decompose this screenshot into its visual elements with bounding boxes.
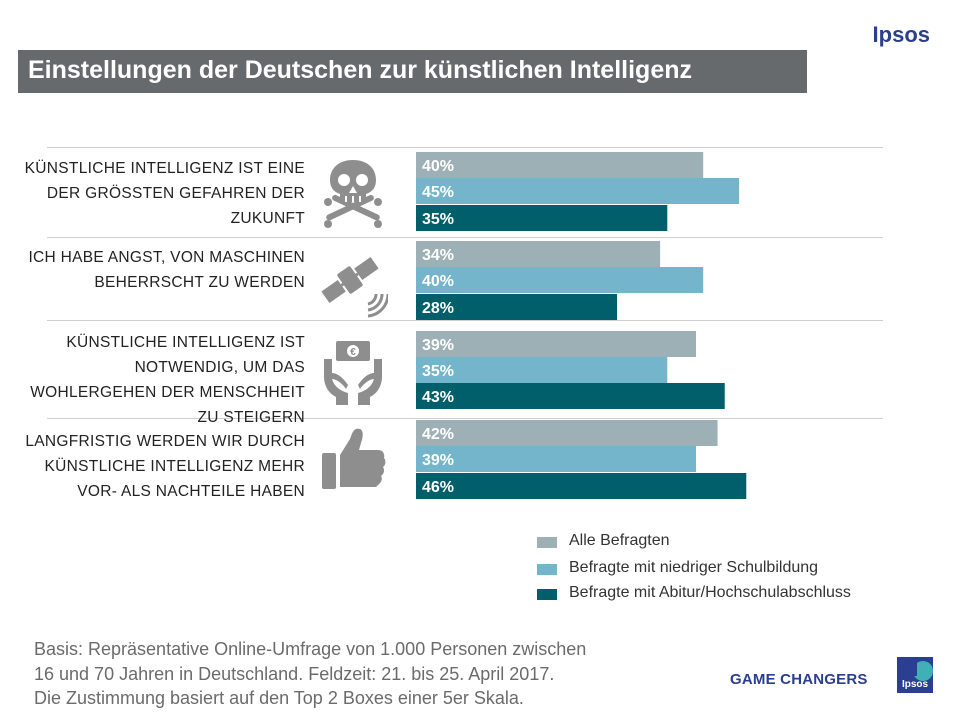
legend-swatch (537, 564, 557, 575)
row-divider (47, 147, 883, 148)
bar-4-3 (416, 473, 747, 499)
bar-value-label: 42% (422, 426, 454, 443)
bar-value-label: 39% (422, 452, 454, 469)
row-divider (47, 237, 883, 238)
logo-bar (912, 662, 917, 676)
legend-swatch (537, 589, 557, 600)
bar-value-label: 35% (422, 363, 454, 380)
svg-text:€: € (350, 347, 356, 358)
bar-2-1 (416, 241, 661, 267)
row-divider (47, 418, 883, 419)
bar-3-1 (416, 331, 697, 357)
bar-value-label: 35% (422, 211, 454, 228)
bar-value-label: 46% (422, 479, 454, 496)
logo-arc (913, 661, 933, 681)
question-label-2: Ich habe Angst, von Maschinen beherrscht… (28, 249, 305, 291)
bar-3-2 (416, 357, 668, 383)
basis-line: Basis: Repräsentative Online-Umfrage von… (34, 639, 587, 659)
bar-value-label: 39% (422, 337, 454, 354)
bar-value-label: 28% (422, 300, 454, 317)
bar-value-label: 40% (422, 158, 454, 175)
ipsos-brand: Ipsos (872, 22, 930, 47)
title-bar: Einstellungen der Deutschen zur künstlic… (18, 50, 807, 93)
bar-value-label: 34% (422, 247, 454, 264)
satellite-icon (321, 257, 388, 318)
thumbs-up-icon (322, 428, 386, 489)
legend-swatch (537, 537, 557, 548)
legend-label: Alle Befragten (569, 532, 670, 549)
question-label-3: Künstliche Intelligenz ist notwendig, um… (30, 334, 305, 426)
basis-line: Die Zustimmung basiert auf den Top 2 Box… (34, 688, 524, 708)
game-changers-tagline: GAME CHANGERS (730, 671, 868, 688)
legend-label: Befragte mit niedriger Schulbildung (569, 559, 819, 576)
bar-2-2 (416, 267, 704, 293)
bar-value-label: 40% (422, 273, 454, 290)
bar-2-3 (416, 294, 618, 320)
bar-4-2 (416, 446, 697, 472)
row-divider (47, 320, 883, 321)
basis-line: 16 und 70 Jahren in Deutschland. Feldzei… (34, 663, 555, 684)
question-label-4: Langfristig werden wir durch künstliche … (25, 433, 305, 500)
bar-1-1 (416, 152, 704, 178)
logo-text: Ipsos (901, 679, 929, 690)
basis-note: Basis: Repräsentative Online-Umfrage von… (34, 637, 714, 711)
ipsos-logo: Ipsos (897, 657, 933, 693)
skull-crossbones-icon (324, 160, 382, 228)
bar-3-3 (416, 383, 725, 409)
bar-4-1 (416, 420, 718, 446)
page-title: Einstellungen der Deutschen zur künstlic… (28, 56, 692, 84)
bar-1-2 (416, 178, 740, 204)
question-label-1: Künstliche Intelligenz ist eine der grös… (24, 160, 305, 227)
bar-1-3 (416, 205, 668, 231)
hands-money-icon: € (324, 341, 382, 405)
bar-value-label: 43% (422, 389, 454, 406)
bar-value-label: 45% (422, 184, 454, 201)
legend-label: Befragte mit Abitur/Hochschulabschluss (569, 584, 851, 601)
